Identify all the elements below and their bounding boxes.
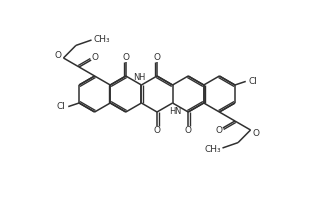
Text: O: O — [153, 53, 161, 62]
Text: O: O — [252, 128, 259, 138]
Text: O: O — [153, 126, 161, 135]
Text: N: N — [133, 72, 140, 82]
Text: CH₃: CH₃ — [204, 145, 221, 153]
Text: Cl: Cl — [248, 77, 257, 86]
Text: CH₃: CH₃ — [93, 34, 110, 44]
Text: O: O — [92, 53, 99, 62]
Text: O: O — [122, 53, 129, 62]
Text: Cl: Cl — [57, 102, 66, 111]
Text: O: O — [185, 126, 192, 135]
Text: O: O — [55, 50, 62, 59]
Text: N: N — [174, 107, 181, 115]
Text: O: O — [215, 126, 223, 135]
Text: H: H — [138, 72, 145, 82]
Text: H: H — [169, 107, 176, 115]
